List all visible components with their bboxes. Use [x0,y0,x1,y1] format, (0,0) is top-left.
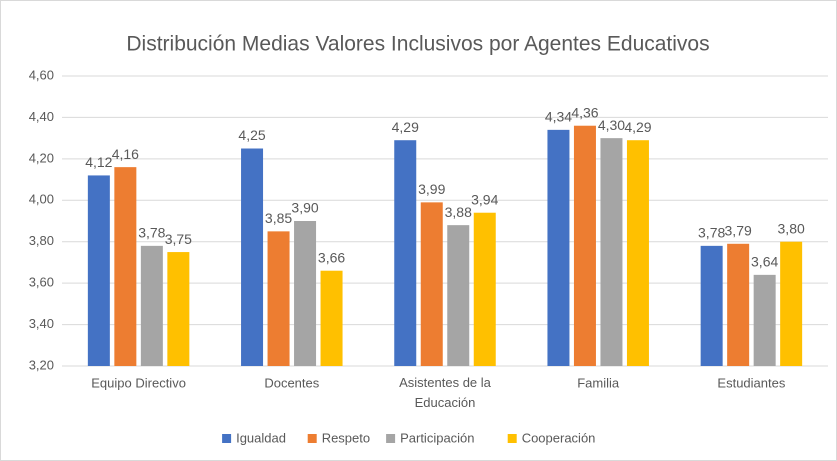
legend-swatch [386,434,396,443]
data-label: 3,79 [725,222,752,238]
bar [140,245,163,366]
data-label: 3,80 [778,220,805,236]
data-label: 3,66 [318,249,345,265]
y-tick-label: 4,20 [29,150,54,165]
bar [394,140,417,366]
x-tick-label: Estudiantes [717,375,785,390]
x-tick-label: Asistentes de la Educación [399,375,492,410]
data-label: 3,78 [138,225,165,241]
bar [700,245,723,366]
bar [167,252,190,366]
bar [547,129,570,366]
data-label: 3,78 [698,225,725,241]
legend-swatch [307,434,317,443]
data-label: 3,90 [291,200,318,216]
data-label: 3,94 [471,191,498,207]
bar [420,202,443,366]
bar [87,175,110,366]
legend-label: Cooperación [522,430,596,445]
bar [753,274,776,366]
data-label: 4,34 [545,109,572,125]
data-label: 3,75 [165,231,192,247]
bar [573,125,596,366]
data-label: 3,99 [418,181,445,197]
bar [267,231,290,366]
y-tick-label: 3,80 [29,233,54,248]
data-label: 4,29 [392,119,419,135]
bar [447,225,470,366]
y-tick-label: 3,20 [29,357,54,372]
data-label: 4,16 [112,146,139,162]
x-tick-label: Equipo Directivo [91,375,186,390]
data-label: 4,25 [238,127,265,143]
chart-title: Distribución Medias Valores Inclusivos p… [126,33,709,56]
bar [241,148,264,366]
y-tick-label: 3,60 [29,275,54,290]
x-tick-label: Familia [577,375,620,390]
data-label: 3,85 [265,210,292,226]
legend-swatch [222,434,232,443]
data-label: 3,88 [445,204,472,220]
legend-label: Participación [400,430,474,445]
bar [473,212,496,366]
data-label: 4,29 [624,119,651,135]
legend-swatch [507,434,517,443]
bar [626,140,649,366]
bar [294,221,317,366]
data-label: 4,30 [598,117,625,133]
data-label: 3,64 [751,254,778,270]
data-label: 4,36 [571,104,598,120]
y-tick-label: 4,00 [29,192,54,207]
bar [727,243,750,366]
bar [780,241,803,366]
bar [600,138,623,366]
y-tick-label: 4,40 [29,109,54,124]
y-tick-label: 4,60 [29,67,54,82]
legend-label: Respeto [322,430,370,445]
legend-label: Igualdad [236,430,286,445]
bar [320,270,343,366]
bar [114,167,137,366]
data-label: 4,12 [85,154,112,170]
y-tick-label: 3,40 [29,316,54,331]
x-tick-label: Docentes [264,375,319,390]
